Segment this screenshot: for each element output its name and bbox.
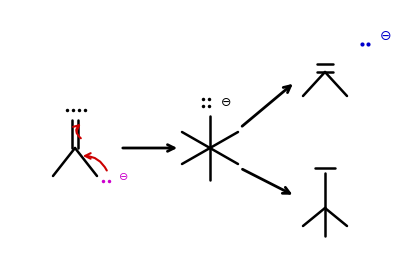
Text: ⊖: ⊖ [119,172,129,182]
Text: ⊖: ⊖ [221,97,231,110]
Text: ⊖: ⊖ [380,29,392,43]
